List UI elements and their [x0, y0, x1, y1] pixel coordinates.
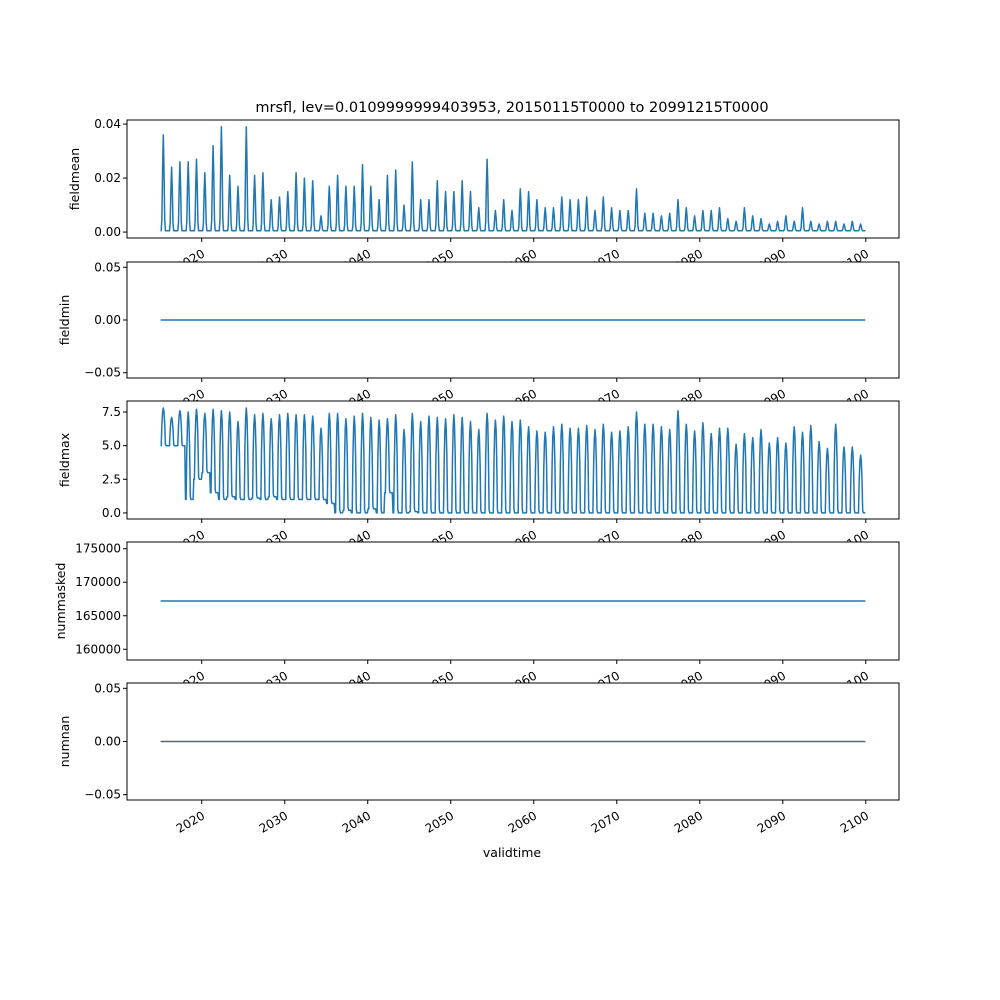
y-tick-label: 175000: [75, 542, 121, 556]
y-tick-label: 0.05: [94, 260, 121, 274]
y-tick-label: 0.00: [94, 735, 121, 749]
y-axis-label: numnan: [57, 716, 72, 768]
y-axis-label: fieldmean: [67, 148, 82, 210]
y-tick-label: 0.0: [102, 506, 121, 520]
y-tick-label: 5.0: [102, 439, 121, 453]
y-tick-label: 0.02: [94, 171, 121, 185]
y-tick-label: −0.05: [84, 788, 121, 802]
y-tick-label: 160000: [75, 642, 121, 656]
y-tick-label: 165000: [75, 609, 121, 623]
axes-frame: [126, 400, 900, 520]
axes-frame: [126, 541, 900, 661]
y-tick-label: 0.05: [94, 681, 121, 695]
series-line-fieldmax: [160, 407, 866, 514]
y-tick-label: 170000: [75, 575, 121, 589]
chart-title: mrsfl, lev=0.0109999999403953, 20150115T…: [255, 100, 768, 116]
y-axis-label: fieldmax: [57, 433, 72, 487]
axes-frame: [126, 119, 900, 239]
y-tick-label: 7.5: [102, 405, 121, 419]
y-tick-label: 0.04: [94, 117, 121, 131]
y-tick-label: 0.00: [94, 225, 121, 239]
series-line-fieldmean: [160, 126, 866, 232]
y-tick-label: 0.00: [94, 313, 121, 327]
y-tick-label: −0.05: [84, 366, 121, 380]
y-axis-label: nummasked: [53, 563, 68, 640]
x-axis-label: validtime: [483, 845, 541, 860]
y-axis-label: fieldmin: [57, 295, 72, 346]
y-tick-label: 2.5: [102, 472, 121, 486]
